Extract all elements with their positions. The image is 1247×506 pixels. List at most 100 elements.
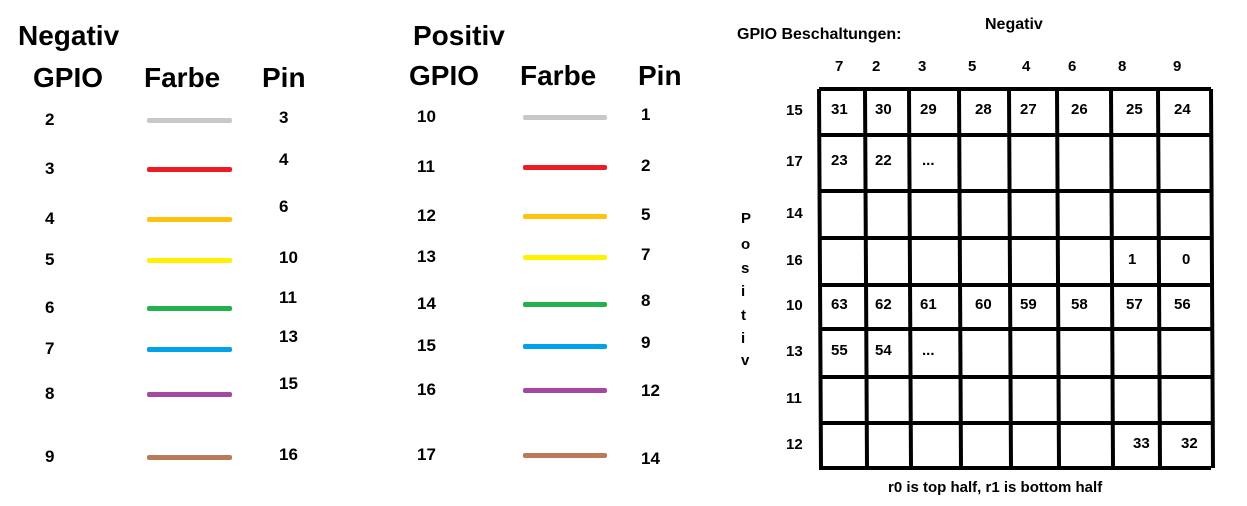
positiv-gpio-value: 16 bbox=[417, 380, 436, 399]
matrix-cell-value: 0 bbox=[1182, 250, 1191, 268]
matrix-column-header: 9 bbox=[1173, 58, 1182, 75]
matrix-cell-value: 26 bbox=[1071, 101, 1088, 118]
matrix-cell-value: 29 bbox=[920, 101, 937, 118]
matrix-cell-value: 61 bbox=[920, 296, 937, 313]
positiv-wire-color-swatch bbox=[523, 115, 607, 120]
matrix-vertical-line bbox=[817, 88, 823, 469]
matrix-row-header: 17 bbox=[786, 153, 803, 170]
negativ-farbe-header: Farbe bbox=[144, 62, 221, 93]
matrix-cell-value: 22 bbox=[875, 152, 892, 169]
matrix-cell-value: 24 bbox=[1174, 101, 1191, 118]
matrix-cell-value: 23 bbox=[831, 152, 848, 169]
negativ-pin-value: 13 bbox=[279, 327, 298, 346]
matrix-vertical-line bbox=[1209, 88, 1215, 469]
positiv-wire-color-swatch bbox=[523, 165, 607, 170]
matrix-column-header: 3 bbox=[918, 58, 927, 75]
matrix-cell-value: ... bbox=[922, 152, 935, 169]
positiv-pin-value: 2 bbox=[641, 156, 651, 175]
positiv-gpio-value: 13 bbox=[417, 247, 436, 266]
positiv-pin-value: 14 bbox=[641, 449, 660, 468]
positiv-wire-color-swatch bbox=[523, 344, 607, 349]
positiv-pin-value: 1 bbox=[641, 105, 651, 124]
matrix-negativ-label: Negativ bbox=[985, 16, 1043, 33]
negativ-gpio-header: GPIO bbox=[33, 62, 104, 93]
matrix-positiv-letter: s bbox=[741, 260, 750, 277]
matrix-cell-value: 59 bbox=[1020, 296, 1037, 313]
matrix-cell-value: ... bbox=[922, 342, 935, 359]
matrix-column-header: 7 bbox=[835, 58, 844, 75]
matrix-row-header: 14 bbox=[786, 204, 803, 222]
positiv-gpio-value: 15 bbox=[417, 336, 436, 355]
matrix-positiv-letter: o bbox=[741, 236, 751, 253]
negativ-pin-value: 3 bbox=[279, 108, 289, 127]
positiv-title: Positiv bbox=[413, 20, 505, 51]
matrix-vertical-line bbox=[957, 88, 963, 469]
matrix-vertical-line bbox=[1156, 88, 1162, 469]
positiv-gpio-value: 12 bbox=[417, 206, 436, 225]
matrix-row-header: 12 bbox=[786, 435, 803, 453]
positiv-pin-value: 8 bbox=[641, 291, 651, 310]
negativ-title: Negativ bbox=[18, 20, 120, 51]
matrix-positiv-letter: i bbox=[741, 330, 746, 347]
matrix-cell-value: 28 bbox=[975, 101, 992, 118]
negativ-wire-color-swatch bbox=[147, 392, 232, 397]
positiv-gpio-value: 10 bbox=[417, 107, 436, 126]
negativ-pin-value: 6 bbox=[279, 197, 289, 216]
negativ-pin-value: 11 bbox=[279, 288, 297, 307]
matrix-row-header: 15 bbox=[786, 102, 803, 119]
matrix-vertical-line bbox=[863, 88, 869, 469]
matrix-cell-value: 62 bbox=[875, 296, 892, 313]
positiv-gpio-value: 14 bbox=[417, 294, 436, 313]
negativ-gpio-value: 7 bbox=[45, 339, 55, 358]
matrix-cell-value: 31 bbox=[831, 101, 848, 118]
matrix-positiv-letter: i bbox=[741, 283, 746, 300]
matrix-cell-value: 56 bbox=[1174, 296, 1191, 313]
negativ-wire-color-swatch bbox=[147, 347, 232, 352]
matrix-cell-value: 32 bbox=[1181, 434, 1198, 452]
matrix-cell-value: 1 bbox=[1128, 250, 1137, 268]
matrix-column-header: 6 bbox=[1068, 58, 1077, 75]
matrix-positiv-letter: t bbox=[741, 307, 746, 324]
positiv-wire-color-swatch bbox=[523, 388, 607, 393]
matrix-cell-value: 54 bbox=[875, 342, 892, 359]
matrix-cell-value: 27 bbox=[1020, 101, 1037, 118]
matrix-vertical-line bbox=[1055, 88, 1061, 469]
negativ-wire-color-swatch bbox=[147, 167, 232, 172]
negativ-wire-color-swatch bbox=[147, 258, 232, 263]
matrix-row-header: 16 bbox=[786, 251, 803, 269]
negativ-pin-value: 15 bbox=[279, 374, 298, 393]
negativ-pin-value: 4 bbox=[279, 150, 289, 169]
positiv-pin-value: 7 bbox=[641, 245, 651, 264]
gpio-beschaltungen-label: GPIO Beschaltungen: bbox=[737, 26, 902, 43]
positiv-pin-value: 5 bbox=[641, 205, 651, 224]
matrix-column-header: 2 bbox=[872, 58, 881, 75]
negativ-gpio-value: 4 bbox=[45, 209, 55, 228]
matrix-column-header: 5 bbox=[968, 58, 977, 75]
negativ-wire-color-swatch bbox=[147, 306, 232, 311]
matrix-row-header: 10 bbox=[786, 297, 803, 314]
negativ-pin-value: 16 bbox=[279, 445, 298, 464]
matrix-cell-value: 63 bbox=[831, 296, 848, 313]
negativ-wire-color-swatch bbox=[147, 455, 232, 460]
matrix-cell-value: 55 bbox=[831, 342, 848, 359]
matrix-cell-value: 60 bbox=[975, 296, 992, 313]
negativ-pin-value: 10 bbox=[279, 248, 298, 267]
matrix-cell-value: 33 bbox=[1133, 434, 1150, 452]
negativ-wire-color-swatch bbox=[147, 118, 232, 123]
matrix-cell-value: 25 bbox=[1126, 101, 1143, 118]
matrix-positiv-letter: P bbox=[741, 210, 752, 227]
matrix-column-header: 4 bbox=[1022, 58, 1031, 75]
positiv-pin-value: 12 bbox=[641, 381, 660, 400]
positiv-wire-color-swatch bbox=[523, 453, 607, 458]
negativ-pin-header: Pin bbox=[262, 62, 306, 93]
positiv-gpio-value: 17 bbox=[417, 445, 436, 464]
matrix-row-header: 11 bbox=[786, 390, 802, 407]
positiv-pin-header: Pin bbox=[638, 60, 682, 91]
matrix-cell-value: 57 bbox=[1126, 296, 1143, 313]
negativ-gpio-value: 9 bbox=[45, 447, 55, 466]
positiv-gpio-value: 11 bbox=[417, 157, 435, 176]
matrix-note: r0 is top half, r1 is bottom half bbox=[888, 479, 1103, 496]
positiv-pin-value: 9 bbox=[641, 333, 651, 352]
matrix-cell-value: 58 bbox=[1071, 296, 1088, 313]
